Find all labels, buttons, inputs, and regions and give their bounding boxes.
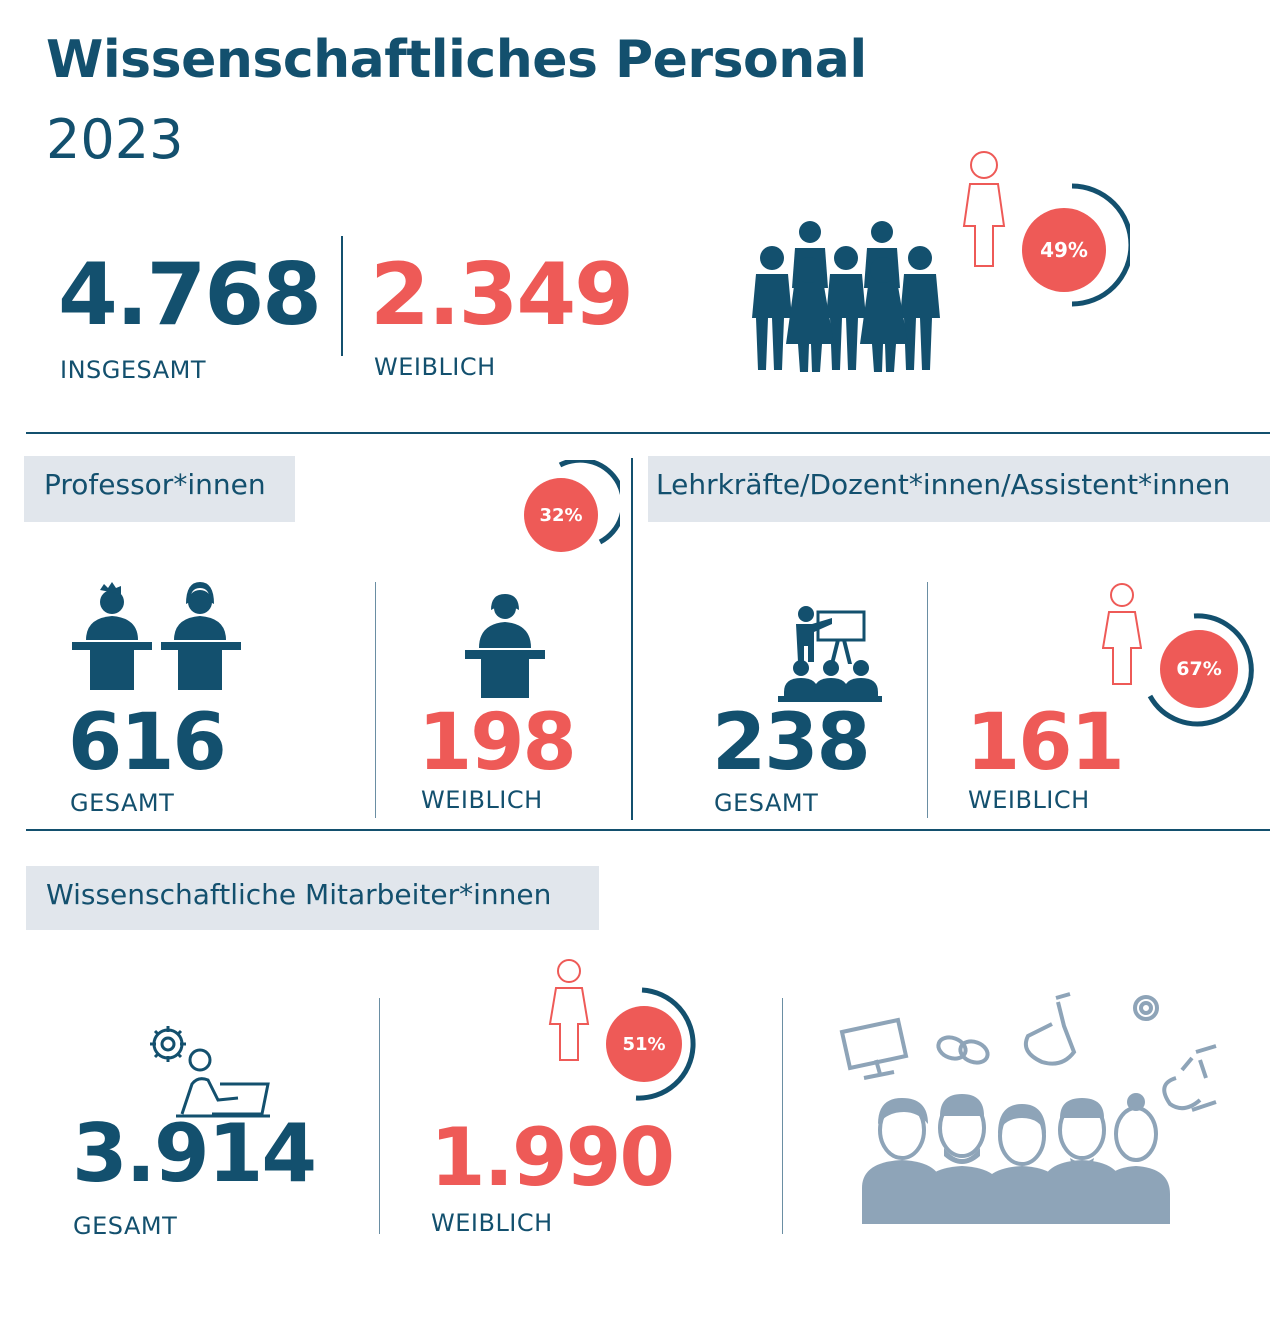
total-label: INSGESAMT — [60, 356, 206, 384]
divider — [631, 458, 633, 820]
professors-female-value: 198 — [418, 698, 577, 788]
section-divider — [26, 432, 1270, 434]
percent-ring-arc — [558, 460, 620, 545]
professors-total-label: GESAMT — [70, 789, 175, 817]
staff-female-label: WEIBLICH — [431, 1209, 553, 1237]
lecturers-at-desk-icon — [72, 582, 241, 690]
teachers-heading: Lehrkräfte/Dozent*innen/Assistent*innen — [648, 456, 1270, 522]
divider — [927, 582, 928, 818]
group-of-people-icon — [752, 221, 940, 372]
female-percent-badge: 49% — [1022, 208, 1106, 292]
divider — [782, 998, 783, 1234]
woman-outline-icon — [548, 959, 590, 1061]
percent-ring-arc — [1071, 183, 1130, 307]
scientists-group-icon — [839, 992, 1217, 1224]
woman-outline-icon — [962, 151, 1006, 267]
staff-total-value: 3.914 — [72, 1107, 317, 1200]
woman-at-lectern-icon — [465, 594, 545, 698]
section-divider — [26, 829, 1270, 831]
teachers-female-value: 161 — [966, 698, 1125, 788]
staff-total-label: GESAMT — [73, 1212, 178, 1240]
percent-ring-arc — [635, 987, 696, 1101]
teachers-total-label: GESAMT — [714, 789, 819, 817]
gear-person-laptop-icon — [150, 1026, 270, 1118]
staff-heading: Wissenschaftliche Mitarbeiter*innen — [26, 866, 599, 930]
divider — [341, 236, 343, 356]
page-title: Wissenschaftliches Personal — [46, 30, 867, 90]
professors-total-value: 616 — [68, 698, 227, 788]
divider — [375, 582, 376, 818]
total-female-label: WEIBLICH — [374, 353, 496, 381]
woman-outline-icon — [1102, 583, 1142, 685]
staff-percent-badge: 51% — [606, 1006, 682, 1082]
professors-heading: Professor*innen — [24, 456, 295, 522]
professors-female-label: WEIBLICH — [421, 786, 543, 814]
total-value: 4.768 — [58, 245, 322, 345]
teachers-female-label: WEIBLICH — [968, 786, 1090, 814]
total-female-value: 2.349 — [370, 245, 634, 345]
staff-female-value: 1.990 — [430, 1111, 675, 1204]
presenter-audience-icon — [778, 606, 882, 702]
percent-ring-arc — [1147, 613, 1254, 727]
page-year: 2023 — [46, 108, 184, 171]
teachers-percent-badge: 67% — [1160, 630, 1238, 708]
professors-percent-badge: 32% — [524, 478, 598, 552]
divider — [379, 998, 380, 1234]
teachers-total-value: 238 — [712, 698, 871, 788]
